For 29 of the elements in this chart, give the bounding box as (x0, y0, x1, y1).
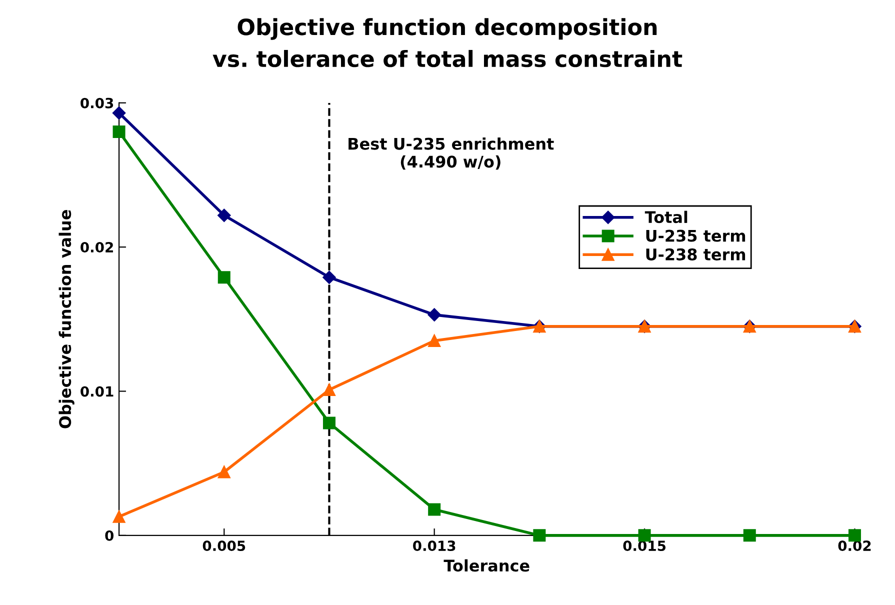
x-tick-label: 0.013 (413, 540, 456, 552)
point (218, 466, 230, 478)
y-tick-label: 0 (105, 530, 114, 541)
point (322, 384, 336, 396)
annotation: Best U-235 enrichment (4.490 w/o) (348, 137, 554, 170)
point (428, 308, 441, 322)
y-tick-label: 0.02 (80, 242, 113, 253)
point (112, 106, 126, 120)
point (218, 208, 231, 222)
point (322, 416, 336, 430)
x-axis-title: Tolerance (444, 559, 530, 572)
point (743, 529, 756, 542)
y-tick-label: 0.03 (80, 98, 114, 108)
point (322, 270, 336, 284)
point (533, 529, 546, 542)
point (218, 271, 230, 284)
chart-title: Objective function decomposition vs. tolerance of total mass constraint (212, 18, 682, 68)
legend-label: Total (644, 210, 688, 224)
point (428, 334, 441, 348)
x-tick-label: 0.02 (838, 540, 871, 552)
point (428, 503, 441, 516)
legend-label: U-235 term (646, 230, 746, 242)
point (112, 510, 126, 523)
y-tick-label: 0.01 (80, 386, 114, 397)
legend-label: U-238 term (646, 248, 746, 260)
y-axis-title: Objective function value (58, 210, 74, 428)
x-tick-label: 0.015 (623, 540, 666, 552)
point (112, 125, 126, 138)
x-tick-label: 0.005 (202, 540, 246, 552)
